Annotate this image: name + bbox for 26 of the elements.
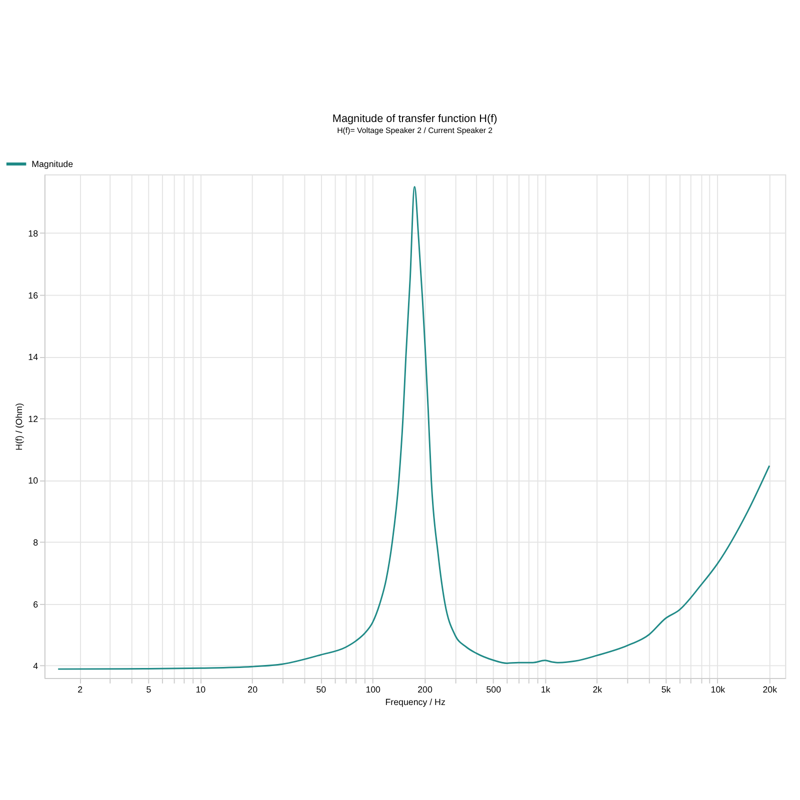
y-tick-label: 18 — [28, 228, 38, 238]
x-tick-label: 2k — [592, 684, 603, 694]
x-tick-label: 2 — [78, 684, 83, 694]
x-tick-label: 1k — [540, 684, 551, 694]
legend-label: Magnitude — [32, 158, 74, 169]
y-tick-label: 10 — [28, 476, 38, 486]
x-tick-label: 10 — [196, 684, 206, 694]
y-tick-label: 4 — [33, 661, 38, 672]
x-tick-label: 5k — [661, 684, 672, 694]
x-tick-label: 100 — [366, 684, 381, 694]
chart-title: Magnitude of transfer function H(f) — [332, 112, 498, 125]
y-axis-title: H(f) / (Ohm) — [14, 402, 24, 450]
chart-subtitle: H(f)= Voltage Speaker 2 / Current Speaker 2 — [337, 126, 493, 135]
y-tick-label: 12 — [28, 414, 38, 424]
x-tick-label: 500 — [486, 684, 502, 694]
y-tick-label: 6 — [33, 599, 38, 610]
x-tick-label: 10k — [710, 684, 726, 694]
x-axis-title: Frequency / Hz — [385, 697, 446, 708]
x-tick-label: 20 — [248, 684, 258, 694]
x-tick-label: 200 — [418, 684, 432, 694]
y-tick-label: 14 — [28, 352, 38, 362]
x-tick-label: 20k — [762, 684, 778, 694]
x-tick-label: 50 — [316, 684, 326, 694]
x-tick-label: 5 — [146, 684, 152, 694]
y-tick-label: 8 — [33, 538, 38, 548]
y-tick-label: 16 — [28, 290, 38, 300]
